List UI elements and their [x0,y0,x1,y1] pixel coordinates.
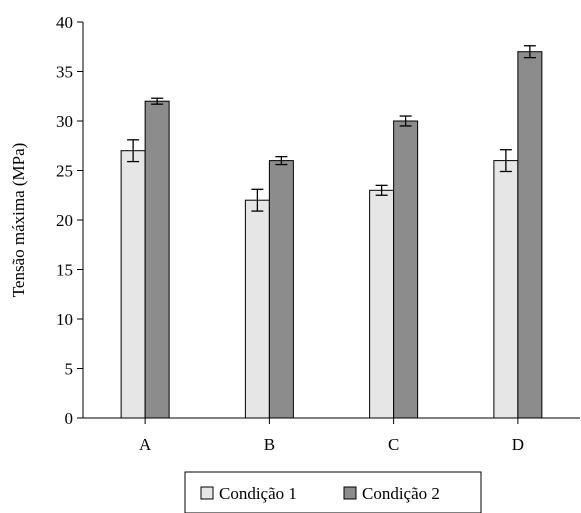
bar-C-series-2 [393,120,419,419]
axes: 0 5 10 15 20 25 30 35 40 Tensão máxima (MPa) A B C D [9,13,580,454]
legend-swatch-series-2 [343,486,357,500]
y-tick-label: 40 [56,13,73,32]
y-tick-label: 35 [56,63,73,82]
x-tick-label: D [512,435,524,454]
legend-label-series-2: Condição 2 [362,484,440,503]
y-tick-label: 20 [56,211,73,230]
y-tick-label: 15 [56,261,73,280]
y-tick-label: 0 [65,409,74,428]
legend-swatch-series-1 [200,486,214,500]
bars [120,51,543,419]
bar-D-series-1 [493,160,519,419]
y-axis-title: Tensão máxima (MPa) [9,143,28,298]
x-tick-label: C [388,435,399,454]
x-tick-label: B [264,435,275,454]
legend-box [184,471,482,513]
bar-B-series-1 [244,199,270,419]
bar-A-series-2 [144,100,170,419]
y-tick-label: 5 [65,360,74,379]
legend-label-series-1: Condição 1 [219,484,297,503]
legend: Condição 1 Condição 2 [184,471,482,513]
x-tick-label: A [139,435,152,454]
bar-D-series-2 [517,51,543,419]
y-tick-label: 10 [56,310,73,329]
y-tick-label: 25 [56,162,73,181]
bar-B-series-2 [268,160,294,419]
bar-C-series-1 [369,189,395,419]
bar-A-series-1 [120,150,146,419]
error-bars [127,45,536,212]
y-tick-label: 30 [56,112,73,131]
